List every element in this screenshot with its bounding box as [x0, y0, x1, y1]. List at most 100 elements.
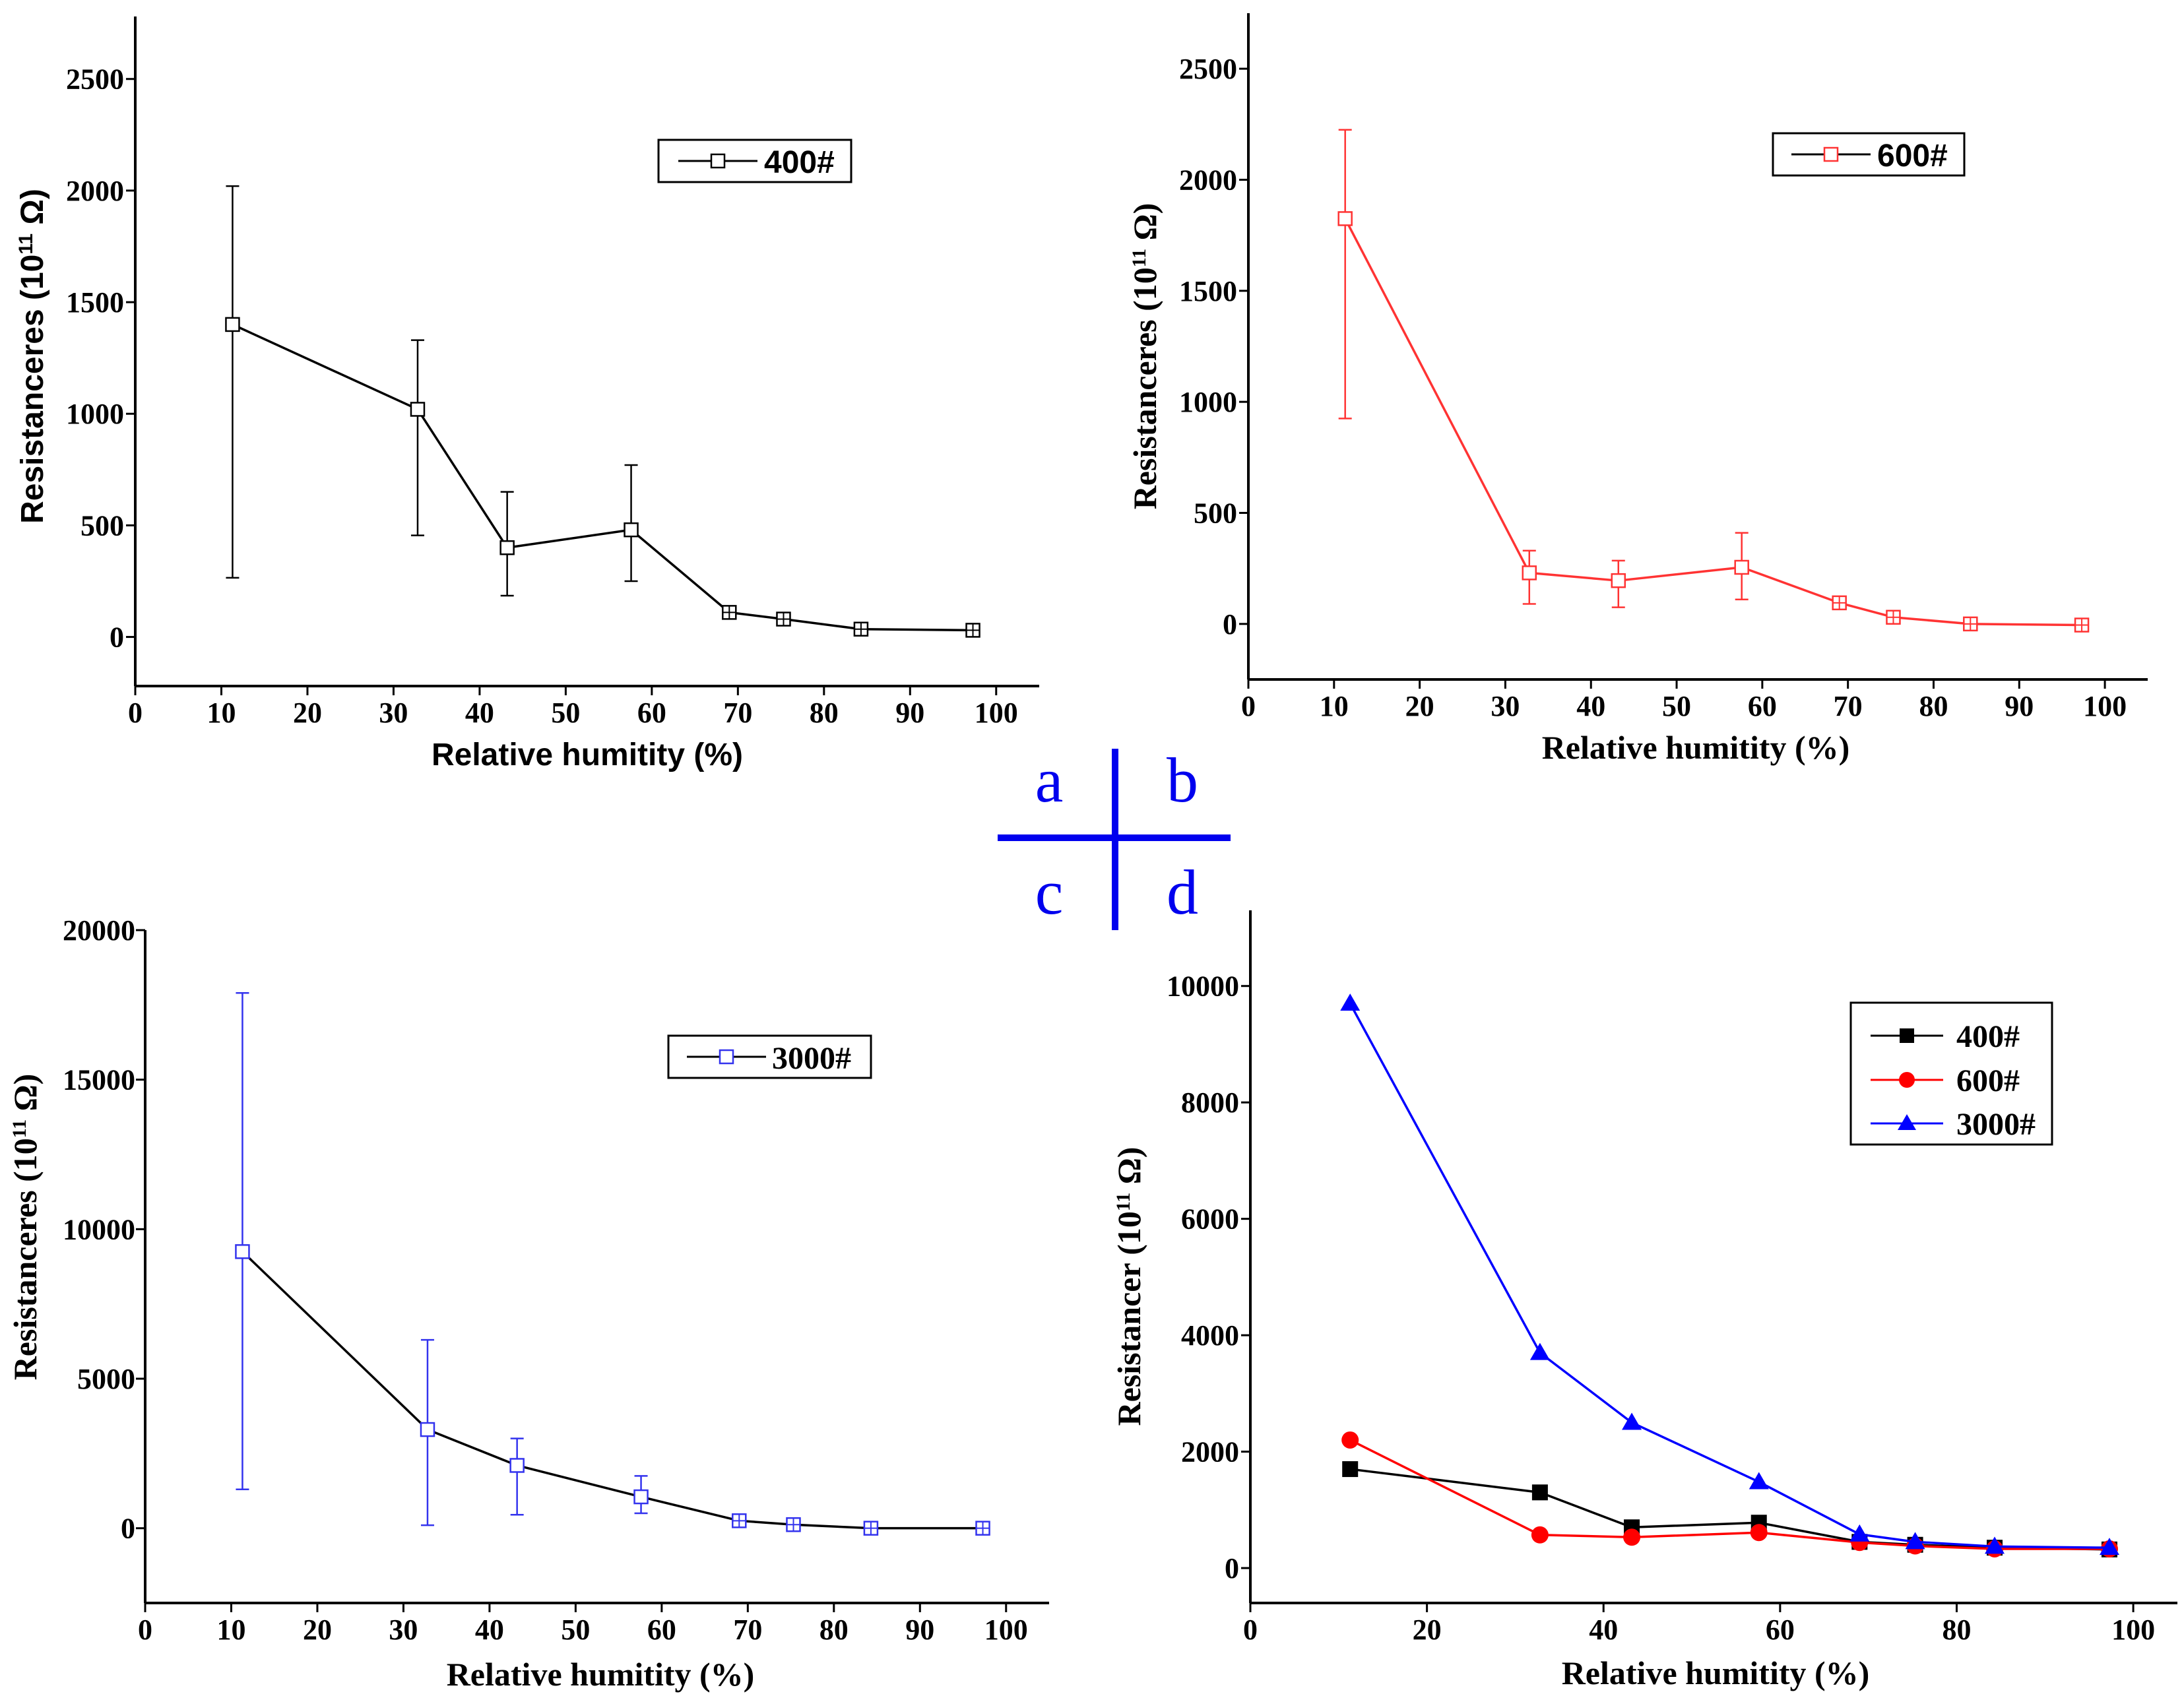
series-line-b-600#	[1344, 218, 2082, 627]
legend-frame-d	[1849, 1001, 2053, 1146]
x-tick-label-d: 20	[1413, 1614, 1442, 1646]
data-point-b-600#	[1611, 573, 1626, 588]
y-tick-label-b: 1500	[1179, 275, 1237, 307]
legend-label-a: 400#	[764, 145, 835, 180]
data-point-d-3000#	[1905, 1532, 1925, 1550]
legend-d: 400# 600# 3000#	[1849, 1001, 2053, 1146]
y-tick-label-d: 6000	[1181, 1203, 1239, 1236]
y-axis-title-a: Resistanceres (1011 Ω)	[15, 189, 51, 524]
legend-b: 600#	[1772, 132, 1966, 177]
x-tick-label-b: 100	[2083, 690, 2127, 722]
legend-label-d-600: 600#	[1956, 1063, 2020, 1098]
x-tick-label-d: 80	[1942, 1614, 1971, 1646]
legend-label-b: 600#	[1877, 139, 1948, 173]
x-tick-label-a: 80	[810, 697, 839, 729]
data-point-c-3000#	[633, 1489, 649, 1505]
y-tick-label-c: 10000	[63, 1213, 135, 1245]
y-tick-label-d: 10000	[1167, 970, 1239, 1003]
data-point-d-600#	[1750, 1524, 1768, 1542]
panel-label-a: a	[1035, 745, 1064, 815]
data-point-d-3000#	[1985, 1536, 2005, 1554]
x-tick-label-c: 50	[561, 1614, 590, 1646]
y-tick-label-d: 0	[1225, 1552, 1239, 1585]
x-tick-label-b: 30	[1491, 690, 1520, 722]
chart-panel-c: Relative humitity (%) Resistanceres (101…	[7, 914, 1049, 1693]
plot-area-a: 0 10 20 30 40 50 60 70 80 90 100050010001500200025…	[66, 16, 1039, 729]
x-axis-title-d: Relative humitity (%)	[1562, 1654, 1870, 1691]
plot-area-c: 0 10 20 30 40 50 60 70 80 90 100 0 5000 10000 15000 200…	[63, 914, 1049, 1646]
panel-label-d: d	[1167, 857, 1198, 927]
x-tick-label-a: 0	[128, 697, 143, 729]
data-point-b-600#	[1337, 211, 1353, 226]
x-tick-label-b: 40	[1576, 690, 1605, 722]
panel-label-c: c	[1035, 857, 1064, 927]
y-tick-label-b: 500	[1194, 497, 1237, 530]
x-tick-label-c: 80	[819, 1614, 849, 1646]
x-tick-label-a: 20	[293, 697, 322, 729]
x-tick-label-c: 100	[984, 1614, 1028, 1646]
data-point-d-3000#	[1340, 993, 1361, 1011]
series-line-c-3000#	[241, 1251, 983, 1530]
legend-label-d-3000: 3000#	[1956, 1107, 2036, 1142]
legend-c: 3000#	[667, 1034, 872, 1079]
series-line-d-3000#	[1349, 1003, 2109, 1549]
y-tick-label-b: 2000	[1179, 164, 1237, 197]
data-point-d-3000#	[1849, 1524, 1870, 1542]
x-tick-label-c: 20	[303, 1614, 332, 1646]
legend-marker-a	[710, 153, 726, 169]
legend-marker-b	[1823, 146, 1839, 162]
legend-a: 400#	[657, 139, 852, 183]
y-tick-label-a: 2000	[66, 175, 124, 207]
data-point-d-3000#	[1622, 1412, 1642, 1430]
y-tick-label-c: 20000	[63, 914, 135, 947]
x-tick-label-d: 60	[1766, 1614, 1795, 1646]
y-tick-label-d: 2000	[1181, 1436, 1239, 1468]
y-tick-label-c: 0	[121, 1513, 135, 1545]
data-point-b-600#	[1734, 559, 1749, 575]
data-point-d-600#	[1341, 1431, 1359, 1449]
x-tick-label-b: 20	[1405, 690, 1434, 722]
data-point-a-400#	[225, 317, 240, 332]
panel-label-cross: a b c d	[998, 745, 1231, 930]
y-tick-label-a: 1000	[66, 398, 124, 430]
x-tick-label-c: 10	[216, 1614, 245, 1646]
data-point-c-3000#	[235, 1244, 250, 1259]
x-tick-label-b: 0	[1241, 690, 1256, 722]
y-tick-label-d: 8000	[1181, 1086, 1239, 1119]
data-point-d-400#	[1342, 1461, 1359, 1478]
x-tick-label-c: 70	[733, 1614, 762, 1646]
x-tick-label-a: 100	[975, 697, 1018, 729]
series-line-d-600#	[1349, 1439, 2109, 1550]
data-point-a-400#	[624, 522, 639, 538]
y-axis-title-b: Resistanceres (1011 Ω)	[1126, 203, 1163, 510]
x-tick-label-c: 30	[389, 1614, 418, 1646]
data-point-d-3000#	[1529, 1342, 1550, 1360]
x-tick-label-a: 10	[207, 697, 236, 729]
y-tick-label-c: 5000	[77, 1363, 135, 1395]
chart-panel-b: Relative humitity (%) Resistanceres (101…	[1126, 13, 2148, 766]
data-point-c-3000#	[420, 1422, 435, 1437]
x-tick-label-d: 40	[1589, 1614, 1618, 1646]
x-tick-label-a: 70	[723, 697, 752, 729]
x-tick-label-b: 70	[1834, 690, 1863, 722]
y-axis-title-c: Resistanceres (1011 Ω)	[7, 1074, 44, 1381]
data-point-d-400#	[1531, 1484, 1548, 1501]
plot-area-d: 0 20 40 60 80 100 0 2000 4000 6000 8000 10000	[1167, 910, 2177, 1646]
legend-marker-d-3000	[1898, 1114, 1916, 1130]
x-axis-title-c: Relative humitity (%)	[447, 1656, 755, 1693]
data-point-d-600#	[1531, 1526, 1549, 1544]
x-tick-label-a: 50	[551, 697, 580, 729]
x-tick-label-b: 80	[1919, 690, 1948, 722]
x-tick-label-b: 50	[1662, 690, 1691, 722]
plot-area-b: 0 10 20 30 40 50 60 70 80 90 100050010001500200025…	[1179, 13, 2148, 722]
x-tick-label-b: 10	[1320, 690, 1349, 722]
data-point-d-3000#	[1749, 1472, 1769, 1490]
y-tick-label-d: 4000	[1181, 1319, 1239, 1352]
panel-label-b: b	[1167, 745, 1198, 815]
y-tick-label-c: 15000	[63, 1064, 135, 1096]
series-line-a-400#	[232, 323, 973, 632]
x-tick-label-b: 60	[1748, 690, 1777, 722]
x-tick-label-d: 100	[2111, 1614, 2155, 1646]
